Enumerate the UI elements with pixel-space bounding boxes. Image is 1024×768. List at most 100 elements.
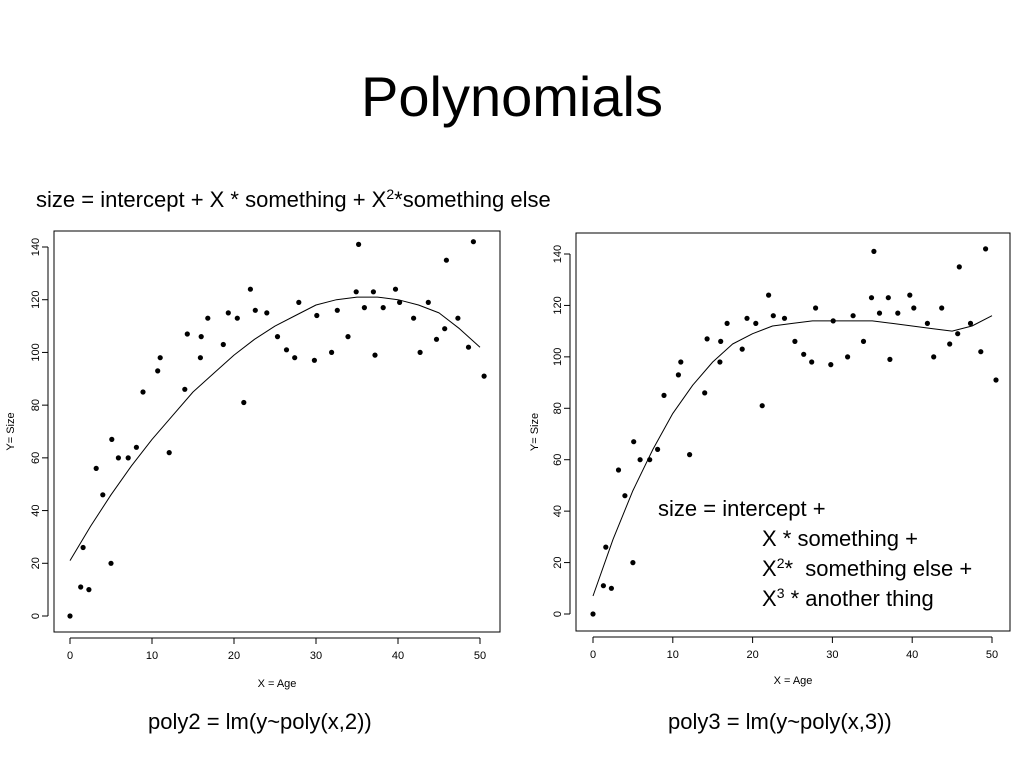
chart2-data-point bbox=[845, 354, 851, 360]
chart2-y-tick-label: 100 bbox=[552, 348, 564, 366]
chart2-data-point bbox=[828, 362, 834, 368]
chart1-data-point bbox=[198, 334, 204, 340]
chart1-data-point bbox=[86, 587, 92, 593]
formula-cubic-line3-rest: * something else + bbox=[784, 556, 973, 581]
chart1-data-point bbox=[197, 355, 203, 361]
chart2-x-tick-label: 0 bbox=[590, 649, 596, 661]
chart1-data-point bbox=[481, 373, 487, 379]
chart1-data-point bbox=[115, 455, 121, 461]
chart1-y-tick-label: 60 bbox=[30, 452, 42, 464]
chart1-data-point bbox=[100, 492, 106, 498]
chart2-x-tick-label: 40 bbox=[906, 649, 918, 661]
chart2-data-point bbox=[911, 305, 917, 311]
chart2-data-point bbox=[876, 310, 883, 316]
chart2-data-point bbox=[622, 493, 628, 499]
chart2-data-point bbox=[631, 439, 637, 445]
chart2-data-point bbox=[770, 313, 776, 319]
caption-poly2: poly2 = lm(y~poly(x,2)) bbox=[148, 709, 372, 734]
chart1-data-point bbox=[93, 465, 99, 471]
chart2-data-point bbox=[868, 295, 875, 301]
chart1-data-point bbox=[225, 310, 231, 316]
chart1-data-point bbox=[80, 544, 86, 551]
chart1-data-point bbox=[155, 368, 161, 374]
chart1-data-point bbox=[205, 315, 211, 321]
chart2-data-point bbox=[661, 392, 667, 398]
chart1-y-tick-label: 100 bbox=[30, 343, 42, 361]
chart2-data-point bbox=[603, 544, 609, 550]
chart1-x-tick-label: 10 bbox=[146, 650, 158, 662]
chart1-y-tick-label: 20 bbox=[30, 557, 42, 569]
chart1-y-axis-title: Y= Size bbox=[5, 412, 17, 450]
chart2-data-point bbox=[993, 377, 999, 383]
chart1-data-point bbox=[140, 389, 146, 395]
chart1-x-tick-label: 40 bbox=[392, 650, 404, 662]
chart2-data-point bbox=[781, 315, 788, 321]
chart-poly3: 0 10 20 30 40 50 0 20 40 60 80 100 120 140 X = Age Y= S… bbox=[529, 232, 1011, 687]
chart1-x-tick-label: 30 bbox=[310, 650, 322, 662]
chart2-data-point bbox=[718, 338, 724, 344]
chart2-data-point bbox=[687, 452, 693, 458]
chart2-data-point bbox=[801, 351, 807, 357]
formula-cubic-line3-exponent: 2 bbox=[776, 555, 785, 571]
chart1-y-tick-label: 40 bbox=[30, 504, 42, 516]
chart2-y-tick-label: 0 bbox=[552, 611, 564, 617]
chart2-data-point bbox=[759, 403, 765, 409]
chart1-data-point bbox=[334, 307, 340, 313]
chart2-data-point bbox=[702, 390, 708, 396]
chart2-data-point bbox=[744, 315, 750, 321]
formula-cubic-line4-rest: * another thing bbox=[784, 586, 934, 611]
chart2-data-point bbox=[717, 359, 723, 365]
chart2-x-tick-label: 30 bbox=[826, 649, 838, 661]
chart2-data-point bbox=[978, 349, 984, 355]
chart2-x-tick-label: 20 bbox=[746, 649, 758, 661]
chart1-data-point bbox=[109, 436, 115, 442]
formula-cubic-line3-base: X bbox=[762, 556, 777, 581]
chart2-data-point bbox=[983, 246, 989, 252]
chart1-data-point bbox=[425, 299, 431, 305]
chart2-x-axis-title: X = Age bbox=[774, 675, 813, 687]
chart2-data-point bbox=[947, 341, 953, 347]
chart2-y-tick-label: 20 bbox=[552, 556, 564, 568]
chart1-data-point bbox=[241, 399, 247, 406]
chart1-data-point bbox=[370, 289, 376, 295]
chart2-data-point bbox=[813, 305, 819, 311]
chart2-y-tick-label: 120 bbox=[552, 296, 564, 314]
chart2-data-point bbox=[608, 585, 615, 591]
chart1-fit-curve bbox=[69, 296, 481, 561]
chart1-data-point bbox=[361, 305, 367, 311]
chart1-data-point bbox=[442, 326, 448, 332]
chart2-data-point bbox=[830, 318, 836, 324]
chart2-data-point bbox=[939, 305, 945, 311]
chart2-data-point bbox=[647, 457, 653, 463]
slide-title: Polynomials bbox=[361, 65, 663, 128]
chart2-data-point bbox=[956, 264, 962, 270]
chart1-data-point bbox=[311, 357, 317, 363]
chart1-data-point bbox=[108, 560, 114, 566]
chart1-data-point bbox=[252, 307, 258, 313]
chart1-data-point bbox=[133, 444, 139, 450]
formula-quadratic-prefix: size = intercept + X * something + X bbox=[36, 187, 387, 212]
chart1-data-point bbox=[392, 286, 399, 292]
chart1-data-point bbox=[356, 241, 362, 247]
chart2-data-point bbox=[871, 248, 877, 254]
chart2-data-point bbox=[792, 338, 798, 344]
chart2-y-axis-title: Y= Size bbox=[529, 413, 541, 451]
chart2-data-point bbox=[637, 457, 643, 463]
chart2-data-point bbox=[895, 310, 901, 316]
formula-quadratic-suffix: *something else bbox=[394, 187, 551, 212]
chart1-data-point bbox=[314, 312, 320, 319]
chart1-plot-frame bbox=[53, 230, 501, 633]
chart2-y-tick-label: 80 bbox=[552, 402, 564, 414]
chart2-x-tick-label: 10 bbox=[667, 649, 679, 661]
chart2-plot-frame bbox=[575, 232, 1011, 632]
chart1-data-point bbox=[184, 331, 190, 337]
chart2-fit-curve bbox=[592, 315, 993, 597]
chart2-data-point bbox=[724, 320, 730, 326]
chart2-y-tick-label: 140 bbox=[552, 245, 564, 263]
chart1-data-point bbox=[166, 450, 172, 456]
formula-quadratic-exponent: 2 bbox=[386, 186, 395, 202]
chart2-data-point bbox=[887, 356, 893, 362]
chart1-data-point bbox=[78, 584, 84, 590]
chart1-data-point bbox=[234, 315, 240, 321]
chart1-data-point bbox=[455, 315, 461, 321]
